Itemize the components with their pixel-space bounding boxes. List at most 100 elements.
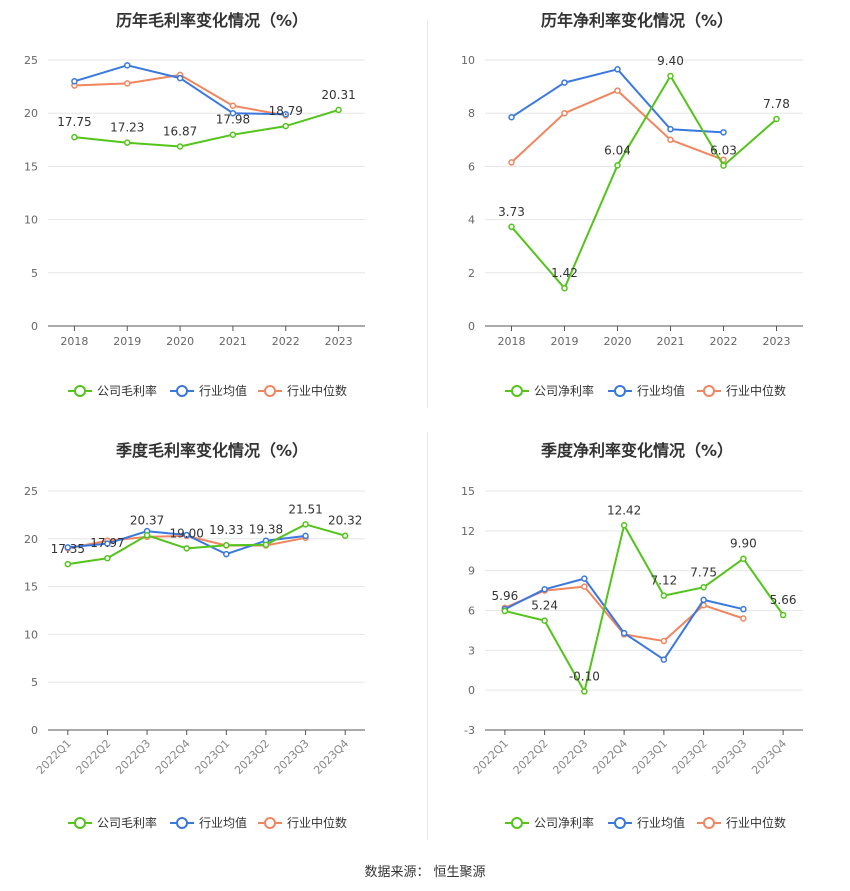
- data-label: 5.96: [492, 589, 519, 603]
- data-point-company: [335, 106, 342, 114]
- data-label: 20.32: [328, 514, 362, 528]
- data-point-company: [667, 72, 674, 80]
- panel-divider-top: [427, 20, 428, 408]
- x-tick-label: 2018: [60, 335, 88, 348]
- data-point-company: [183, 545, 190, 552]
- x-tick-label: 2023Q4: [311, 737, 351, 777]
- data-label: 7.12: [651, 574, 678, 588]
- data-point-company: [779, 611, 787, 619]
- legend-label-industry-median[interactable]: 行业中位数: [726, 383, 786, 398]
- x-tick-label: 2023Q2: [670, 737, 710, 777]
- y-tick-label: 0: [468, 684, 475, 697]
- y-tick-label: 0: [468, 320, 475, 333]
- legend-label-company[interactable]: 公司毛利率: [97, 383, 157, 398]
- quarterly-net-margin-chart: 季度净利率变化情况（%） -3 0 3 6 9 12 15 2022Q1 2022Q2 2022Q3…: [425, 430, 850, 860]
- x-tick-label: 2023Q2: [232, 737, 272, 777]
- x-tick-label: 2022Q3: [113, 737, 153, 777]
- legend-marker-industry-median[interactable]: [264, 817, 276, 829]
- data-point-company: [282, 122, 289, 130]
- data-source-label: 数据来源：: [364, 865, 430, 880]
- legend-marker-industry-avg[interactable]: [176, 817, 188, 829]
- data-point-company: [302, 521, 309, 528]
- data-point-industry-median: [124, 80, 131, 87]
- x-tick-label: 2020: [604, 335, 632, 348]
- legend-marker-company[interactable]: [74, 817, 86, 829]
- data-label: 17.23: [110, 121, 144, 135]
- legend-marker-industry-median[interactable]: [264, 385, 276, 397]
- chart-title: 历年净利率变化情况（%）: [541, 11, 733, 30]
- data-point-company: [71, 133, 78, 141]
- data-point-company: [541, 617, 548, 624]
- data-point-company: [124, 139, 131, 146]
- data-point-company: [620, 522, 628, 529]
- data-point-industry-median: [740, 615, 747, 622]
- data-point-industry-avg: [176, 74, 184, 82]
- legend-label-company[interactable]: 公司净利率: [534, 383, 594, 398]
- data-point-industry-avg: [229, 109, 237, 117]
- data-label: 18.79: [269, 104, 303, 118]
- x-tick-label: 2023Q1: [192, 737, 232, 777]
- y-tick-label: 2: [468, 267, 475, 280]
- x-tick-label: 2019: [551, 335, 579, 348]
- x-tick-label: 2022Q3: [550, 737, 590, 777]
- y-tick-label: 15: [24, 581, 38, 594]
- series-line-company: [74, 108, 339, 148]
- data-point-industry-median: [229, 102, 237, 110]
- legend-marker-company[interactable]: [74, 385, 86, 397]
- legend-marker-company[interactable]: [511, 817, 523, 829]
- legend-label-industry-median[interactable]: 行业中位数: [287, 815, 347, 830]
- data-label: -0.10: [569, 669, 600, 683]
- data-point-company: [229, 131, 237, 138]
- data-point-industry-avg: [720, 129, 727, 136]
- x-tick-label: 2020: [166, 335, 194, 348]
- data-point-industry-avg: [124, 62, 131, 69]
- y-tick-label: 12: [461, 525, 475, 538]
- chart-title: 季度毛利率变化情况（%）: [115, 441, 308, 460]
- annual-gross-margin-chart: 历年毛利率变化情况（%） 0 5 10 15 20 25 2018 2019 2020 2021 20…: [0, 0, 425, 430]
- data-label: 17.35: [51, 542, 85, 556]
- legend-label-industry-median[interactable]: 行业中位数: [726, 815, 786, 830]
- data-point-company: [143, 532, 151, 539]
- y-tick-label: 15: [461, 485, 475, 498]
- legend-label-industry-median[interactable]: 行业中位数: [287, 383, 347, 398]
- data-point-company: [176, 143, 184, 150]
- legend-marker-industry-avg[interactable]: [614, 817, 626, 829]
- data-label: 17.97: [90, 536, 124, 550]
- legend-marker-industry-median[interactable]: [703, 385, 715, 397]
- y-tick-label: 9: [468, 565, 475, 578]
- legend-label-industry-avg[interactable]: 行业均值: [637, 815, 685, 830]
- data-point-industry-avg: [223, 550, 230, 558]
- y-tick-label: 25: [24, 54, 38, 67]
- legend-label-industry-avg[interactable]: 行业均值: [199, 383, 247, 398]
- data-point-industry-avg: [302, 532, 309, 540]
- y-tick-label: 8: [468, 107, 475, 120]
- annual-net-margin-chart: 历年净利率变化情况（%） 0 2 4 6 8 10 2018 2019 2020 2021 2022 2…: [425, 0, 850, 430]
- legend-marker-industry-avg[interactable]: [614, 385, 626, 397]
- legend-marker-industry-median[interactable]: [703, 817, 715, 829]
- data-label: 19.33: [209, 523, 243, 537]
- data-point-industry-avg: [541, 586, 548, 593]
- panel-divider-bottom: [427, 432, 428, 840]
- data-label: 9.90: [730, 537, 757, 551]
- data-point-company: [614, 162, 621, 169]
- legend-marker-company[interactable]: [511, 385, 523, 397]
- data-label: 12.42: [607, 503, 641, 517]
- data-point-company: [720, 162, 727, 169]
- data-point-industry-median: [561, 109, 568, 117]
- legend-label-industry-avg[interactable]: 行业均值: [199, 815, 247, 830]
- data-label: 16.87: [163, 125, 197, 139]
- data-label: 20.37: [130, 513, 164, 527]
- x-tick-label: 2021: [219, 335, 247, 348]
- x-tick-label: 2023: [763, 335, 791, 348]
- data-point-industry-avg: [183, 531, 190, 539]
- legend-label-company[interactable]: 公司毛利率: [97, 815, 157, 830]
- legend-marker-industry-avg[interactable]: [176, 385, 188, 397]
- legend-label-industry-avg[interactable]: 行业均值: [637, 383, 685, 398]
- y-tick-label: 5: [31, 676, 38, 689]
- data-point-company: [740, 555, 747, 562]
- x-tick-label: 2022Q4: [590, 737, 630, 777]
- data-label: 5.66: [770, 593, 797, 607]
- data-label: 17.98: [216, 113, 250, 127]
- data-point-company: [104, 554, 111, 562]
- legend-label-company[interactable]: 公司净利率: [534, 815, 594, 830]
